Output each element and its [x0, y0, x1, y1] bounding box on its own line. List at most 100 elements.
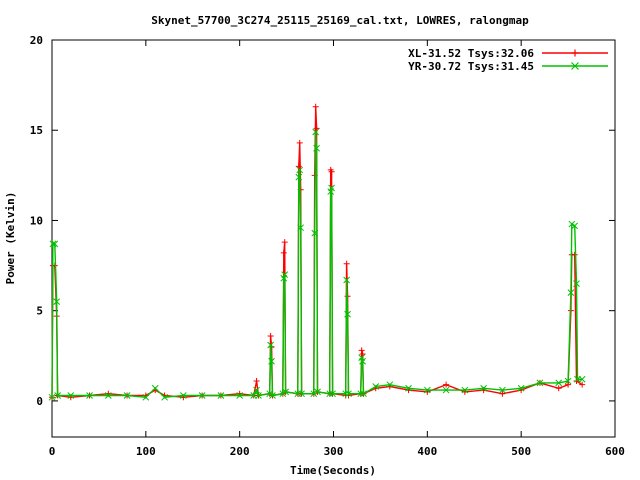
data-point — [343, 260, 350, 267]
data-point — [312, 103, 319, 110]
data-point — [180, 392, 187, 399]
data-point — [312, 128, 320, 136]
data-point — [51, 240, 59, 248]
data-point — [345, 390, 352, 398]
data-point — [358, 347, 365, 354]
data-point — [217, 392, 225, 399]
data-point — [442, 386, 450, 394]
data-point — [328, 184, 335, 192]
data-point — [267, 332, 274, 339]
data-point — [282, 388, 289, 396]
data-point — [564, 377, 572, 385]
data-point — [86, 392, 93, 399]
data-point — [253, 378, 260, 385]
data-point — [359, 357, 366, 365]
legend-label: XL-31.52 Tsys:32.06 — [408, 47, 534, 60]
data-point — [49, 240, 57, 248]
data-point — [579, 381, 586, 388]
data-point — [461, 386, 469, 394]
data-point — [329, 390, 336, 398]
legend-marker — [571, 62, 579, 70]
data-point — [555, 385, 562, 392]
data-point — [571, 222, 579, 230]
data-point — [357, 390, 365, 398]
data-point — [480, 384, 487, 392]
data-point — [280, 249, 287, 256]
data-point — [297, 224, 305, 232]
y-tick-label: 5 — [36, 305, 43, 318]
data-point — [517, 384, 525, 392]
data-point — [267, 341, 274, 349]
plot-frame — [51, 39, 616, 438]
data-point — [314, 388, 321, 396]
data-point — [565, 381, 572, 388]
data-point — [573, 378, 580, 385]
data-point — [53, 298, 61, 306]
legend-label: YR-30.72 Tsys:31.45 — [408, 60, 534, 73]
data-point — [343, 276, 350, 284]
data-point — [536, 379, 544, 387]
data-point — [499, 390, 506, 397]
data-point — [295, 173, 303, 181]
x-tick-label: 400 — [417, 445, 437, 458]
chart-title: Skynet_57700_3C274_25115_25169_cal.txt, … — [151, 14, 529, 27]
y-tick-label: 20 — [30, 34, 43, 47]
data-point — [67, 392, 75, 399]
data-point — [296, 139, 303, 146]
data-point — [578, 375, 586, 383]
data-point — [268, 343, 275, 350]
data-point — [405, 384, 412, 392]
series-2 — [48, 128, 586, 401]
data-point — [360, 390, 367, 398]
data-point — [123, 392, 131, 399]
data-point — [151, 384, 159, 392]
series-layer — [48, 103, 586, 401]
data-point — [567, 289, 575, 296]
data-point — [281, 271, 289, 278]
series-line — [51, 131, 583, 399]
x-axis-label: Time(Seconds) — [290, 464, 376, 477]
data-point — [328, 168, 335, 175]
data-point — [298, 390, 305, 398]
y-tick-label: 15 — [30, 124, 43, 137]
x-tick-label: 200 — [230, 445, 250, 458]
data-point — [268, 357, 275, 365]
data-point — [281, 239, 288, 246]
data-point — [142, 393, 150, 401]
data-point — [344, 310, 351, 318]
data-point — [443, 381, 450, 388]
data-point — [342, 390, 350, 398]
data-point — [255, 392, 262, 399]
data-point — [571, 251, 578, 258]
data-point — [423, 386, 431, 394]
data-point — [311, 229, 319, 237]
x-tick-label: 100 — [136, 445, 156, 458]
data-point — [236, 392, 244, 399]
y-axis-label: Power (Kelvin) — [4, 192, 17, 285]
data-point — [269, 392, 276, 399]
y-axis: 0 5 10 15 20 — [30, 34, 615, 408]
data-point — [555, 379, 563, 387]
data-point — [326, 390, 334, 398]
data-point — [48, 393, 56, 401]
y-tick-label: 0 — [36, 395, 43, 408]
data-point — [499, 386, 506, 394]
x-tick-label: 500 — [511, 445, 531, 458]
y-tick-label: 10 — [30, 214, 43, 227]
data-point — [253, 386, 260, 394]
data-point — [313, 144, 320, 152]
x-tick-label: 600 — [605, 445, 625, 458]
data-point — [296, 166, 304, 174]
data-point — [372, 383, 380, 390]
data-point — [104, 392, 112, 399]
x-axis: 0 100 200 300 400 500 600 — [49, 40, 625, 458]
data-point — [573, 280, 580, 287]
data-point — [310, 390, 318, 398]
data-point — [54, 392, 61, 399]
data-point — [161, 393, 168, 401]
data-point — [198, 392, 206, 399]
data-point — [386, 381, 394, 389]
legend-marker — [571, 49, 579, 57]
